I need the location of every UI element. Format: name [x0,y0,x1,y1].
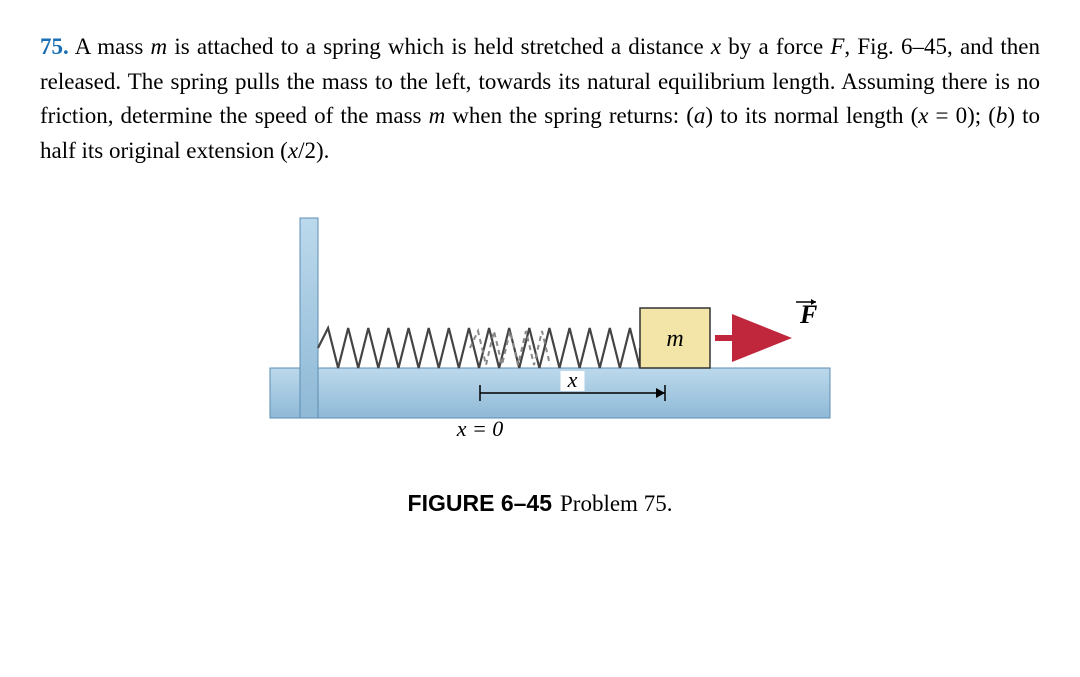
text: = 0); ( [928,103,995,128]
problem-text: 75.A mass m is attached to a spring whic… [40,30,1040,168]
text: ) to its normal length ( [705,103,918,128]
x0-label: x = 0 [456,416,504,441]
var-x: x [918,103,928,128]
part-a: a [694,103,706,128]
wall [300,218,318,418]
problem-number: 75. [40,34,69,59]
text: by a force [721,34,830,59]
part-b: b [996,103,1008,128]
var-x: x [288,138,298,163]
var-F: F [830,34,844,59]
text: when the spring returns: ( [445,103,694,128]
figure-label: FIGURE 6–45 [408,490,552,516]
var-x: x [711,34,721,59]
var-m: m [429,103,446,128]
text: is attached to a spring which is held st… [167,34,711,59]
figure-caption-text: Problem 75. [560,491,672,516]
text: A mass [75,34,151,59]
var-m: m [151,34,168,59]
text: /2). [298,138,329,163]
figure-svg: m Fx x = 0 [220,188,860,478]
figure-caption: FIGURE 6–45 Problem 75. [40,486,1040,522]
mass-label: m [666,326,683,352]
x-label: x [567,367,578,392]
force-label: F [799,300,817,329]
figure-wrap: m Fx x = 0 FIGURE 6–45 Problem 75. [40,188,1040,522]
